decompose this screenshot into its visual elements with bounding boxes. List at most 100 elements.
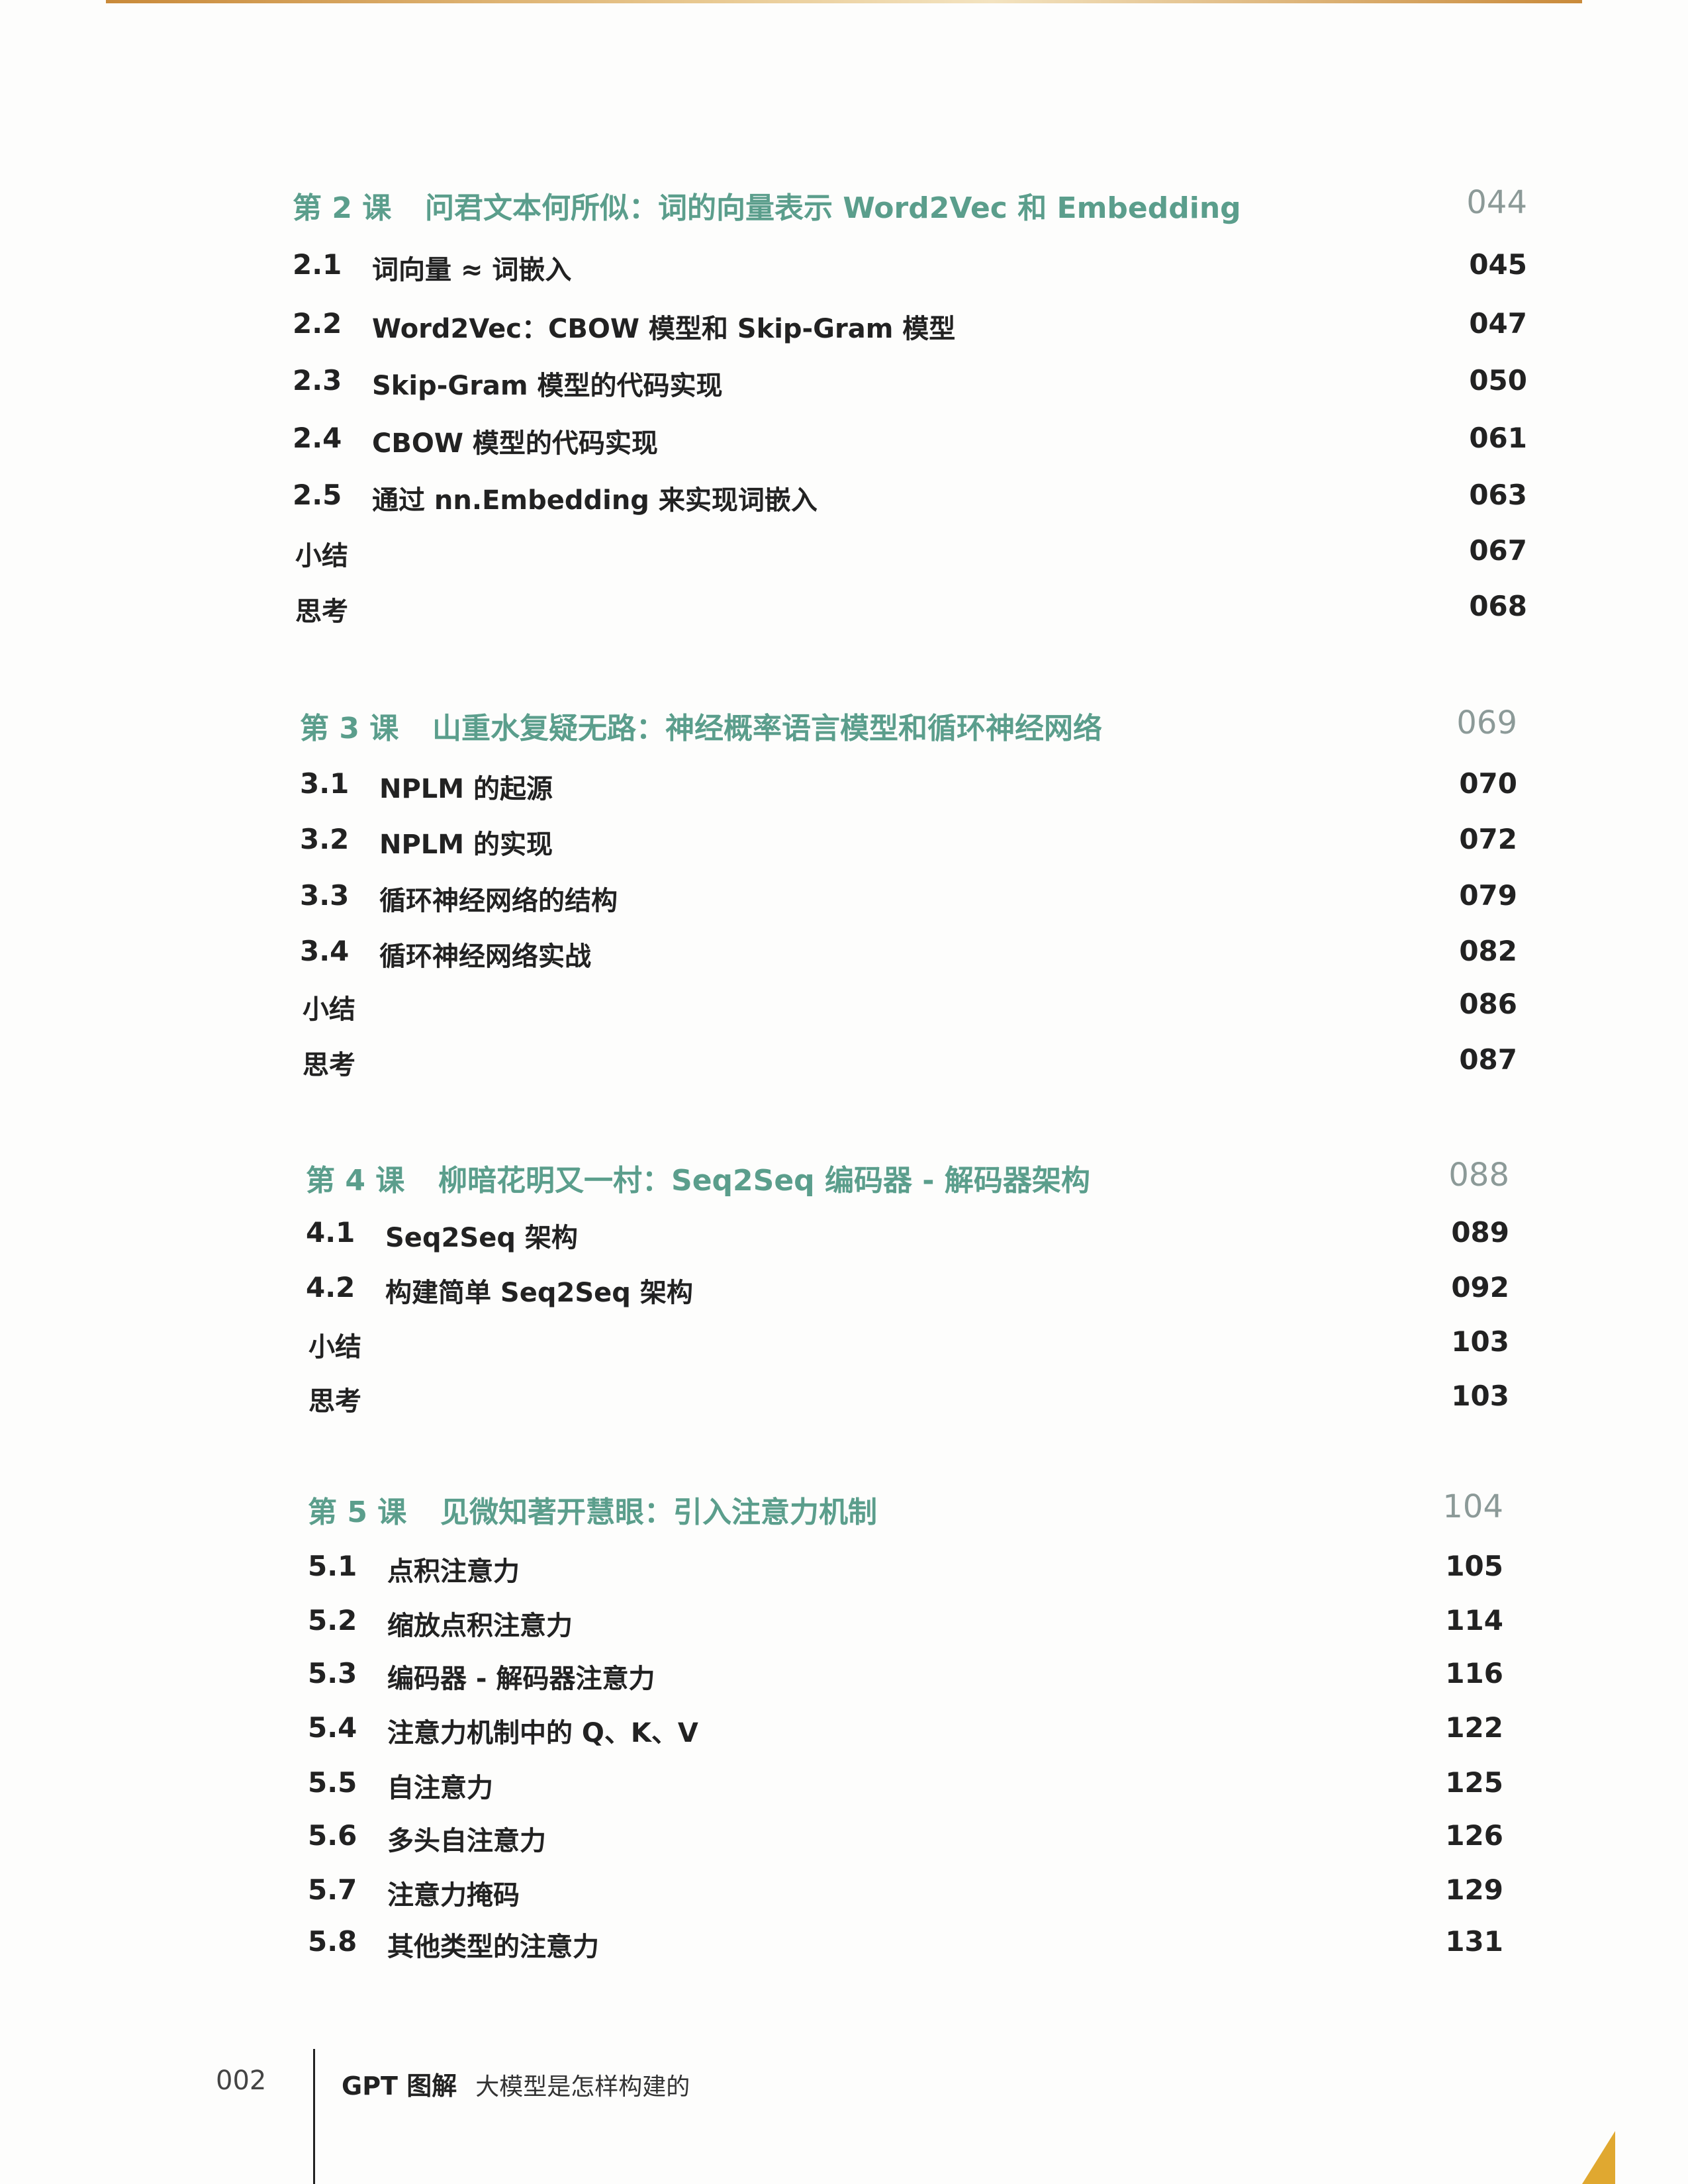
section-number: 2.5	[293, 479, 342, 511]
section-title: 多头自注意力	[387, 1826, 546, 1856]
toc-entry[interactable]: 2.1 词向量 ≈ 词嵌入 045	[0, 248, 1688, 288]
section-title: 小结	[295, 541, 348, 571]
toc-entry[interactable]: 4.2 构建简单 Seq2Seq 架构 092	[0, 1271, 1688, 1311]
chapter-heading[interactable]: 第 4 课柳暗花明又一村：Seq2Seq 编码器 - 解码器架构 088	[0, 1157, 1688, 1198]
chapter-label: 第 3 课	[300, 712, 399, 745]
toc-entry[interactable]: 5.2 缩放点积注意力 114	[0, 1604, 1688, 1644]
section-page: 126	[1445, 1819, 1503, 1852]
toc-entry[interactable]: 2.5 通过 nn.Embedding 来实现词嵌入 063	[0, 479, 1688, 518]
toc-entry[interactable]: 小结 086	[0, 988, 1688, 1027]
chapter-page: 069	[1456, 704, 1517, 741]
toc-entry[interactable]: 5.6 多头自注意力 126	[0, 1819, 1688, 1859]
section-page: 072	[1459, 823, 1517, 855]
footer-page-number: 002	[216, 2065, 267, 2096]
section-title: Word2Vec：CBOW 模型和 Skip-Gram 模型	[372, 314, 956, 344]
chapter-title: 问君文本何所似：词的向量表示 Word2Vec 和 Embedding	[425, 191, 1241, 225]
section-page: 125	[1445, 1766, 1503, 1799]
section-number: 3.3	[300, 879, 350, 912]
toc-entry[interactable]: 3.3 循环神经网络的结构 079	[0, 879, 1688, 919]
section-title: 思考	[303, 1050, 355, 1080]
toc-entry[interactable]: 5.1 点积注意力 105	[0, 1550, 1688, 1590]
section-page: 082	[1459, 935, 1517, 967]
section-title: Seq2Seq 架构	[385, 1223, 578, 1253]
section-number: 3.4	[300, 935, 350, 967]
toc-entry[interactable]: 2.2 Word2Vec：CBOW 模型和 Skip-Gram 模型 047	[0, 307, 1688, 347]
toc-entry[interactable]: 2.4 CBOW 模型的代码实现 061	[0, 422, 1688, 461]
toc-entry[interactable]: 3.2 NPLM 的实现 072	[0, 823, 1688, 863]
section-title: 构建简单 Seq2Seq 架构	[385, 1278, 693, 1308]
section-number: 5.1	[308, 1550, 357, 1582]
section-page: 103	[1451, 1325, 1509, 1358]
section-number: 2.1	[293, 248, 342, 281]
toc-entry[interactable]: 5.8 其他类型的注意力 131	[0, 1925, 1688, 1965]
section-number: 5.8	[308, 1925, 357, 1958]
toc-entry[interactable]: 2.3 Skip-Gram 模型的代码实现 050	[0, 364, 1688, 404]
chapter-page: 104	[1442, 1488, 1503, 1525]
section-number: 5.2	[308, 1604, 357, 1637]
chapter-title: 柳暗花明又一村：Seq2Seq 编码器 - 解码器架构	[438, 1164, 1090, 1198]
section-number: 5.4	[308, 1711, 357, 1744]
section-page: 070	[1459, 767, 1517, 800]
chapter-heading[interactable]: 第 3 课山重水复疑无路：神经概率语言模型和循环神经网络 069	[0, 704, 1688, 745]
chapter-page: 088	[1448, 1157, 1509, 1194]
chapter-title: 山重水复疑无路：神经概率语言模型和循环神经网络	[432, 712, 1102, 745]
chapter-heading[interactable]: 第 5 课见微知著开慧眼：引入注意力机制 104	[0, 1488, 1688, 1529]
section-number: 5.3	[308, 1657, 357, 1689]
section-title: 循环神经网络的结构	[379, 886, 618, 916]
section-number: 4.2	[306, 1271, 355, 1304]
section-title: Skip-Gram 模型的代码实现	[372, 371, 723, 401]
page-edge-decoration	[106, 0, 1582, 3]
section-number: 3.1	[300, 767, 350, 800]
toc-entry[interactable]: 思考 103	[0, 1380, 1688, 1419]
section-number: 2.4	[293, 422, 342, 454]
section-page: 047	[1469, 307, 1527, 340]
section-page: 122	[1445, 1711, 1503, 1744]
section-page: 050	[1469, 364, 1527, 397]
section-number: 2.3	[293, 364, 342, 397]
chapter-heading[interactable]: 第 2 课问君文本何所似：词的向量表示 Word2Vec 和 Embedding…	[0, 184, 1688, 225]
section-page: 067	[1469, 534, 1527, 567]
section-number: 5.6	[308, 1819, 357, 1852]
section-number: 5.7	[308, 1874, 357, 1906]
section-title: 注意力掩码	[387, 1880, 520, 1911]
toc-entry[interactable]: 小结 103	[0, 1325, 1688, 1365]
toc-entry[interactable]: 5.3 编码器 - 解码器注意力 116	[0, 1657, 1688, 1697]
section-number: 2.2	[293, 307, 342, 340]
toc-entry[interactable]: 思考 068	[0, 590, 1688, 630]
book-subtitle: 大模型是怎样构建的	[475, 2073, 690, 2101]
section-number: 5.5	[308, 1766, 357, 1799]
section-title: 小结	[303, 994, 355, 1025]
section-title: 词向量 ≈ 词嵌入	[372, 255, 572, 285]
section-page: 061	[1469, 422, 1527, 454]
section-page: 089	[1451, 1216, 1509, 1249]
chapter-label: 第 4 课	[306, 1164, 405, 1198]
page-corner-decoration	[1582, 2131, 1615, 2184]
toc-entry[interactable]: 5.7 注意力掩码 129	[0, 1874, 1688, 1913]
section-page: 131	[1445, 1925, 1503, 1958]
toc-entry[interactable]: 4.1 Seq2Seq 架构 089	[0, 1216, 1688, 1256]
chapter-page: 044	[1466, 184, 1527, 221]
chapter-label: 第 2 课	[293, 191, 392, 225]
toc-entry[interactable]: 3.4 循环神经网络实战 082	[0, 935, 1688, 974]
section-title: CBOW 模型的代码实现	[372, 428, 658, 459]
toc-entry[interactable]: 3.1 NPLM 的起源 070	[0, 767, 1688, 807]
toc-entry[interactable]: 5.5 自注意力 125	[0, 1766, 1688, 1806]
section-page: 079	[1459, 879, 1517, 912]
footer-book-title: GPT 图解 大模型是怎样构建的	[342, 2065, 690, 2102]
toc-entry[interactable]: 小结 067	[0, 534, 1688, 574]
section-title: NPLM 的起源	[379, 774, 553, 804]
section-title: NPLM 的实现	[379, 830, 553, 860]
toc-entry[interactable]: 思考 087	[0, 1043, 1688, 1083]
section-title: 点积注意力	[387, 1556, 520, 1587]
section-title: 其他类型的注意力	[387, 1932, 599, 1962]
section-page: 114	[1445, 1604, 1503, 1637]
section-page: 103	[1451, 1380, 1509, 1412]
section-title: 通过 nn.Embedding 来实现词嵌入	[372, 485, 818, 516]
section-number: 3.2	[300, 823, 350, 855]
toc-entry[interactable]: 5.4 注意力机制中的 Q、K、V 122	[0, 1711, 1688, 1751]
section-title: 注意力机制中的 Q、K、V	[387, 1718, 698, 1748]
section-title: 小结	[308, 1332, 361, 1362]
section-page: 105	[1445, 1550, 1503, 1582]
section-title: 缩放点积注意力	[387, 1611, 573, 1641]
section-page: 092	[1451, 1271, 1509, 1304]
